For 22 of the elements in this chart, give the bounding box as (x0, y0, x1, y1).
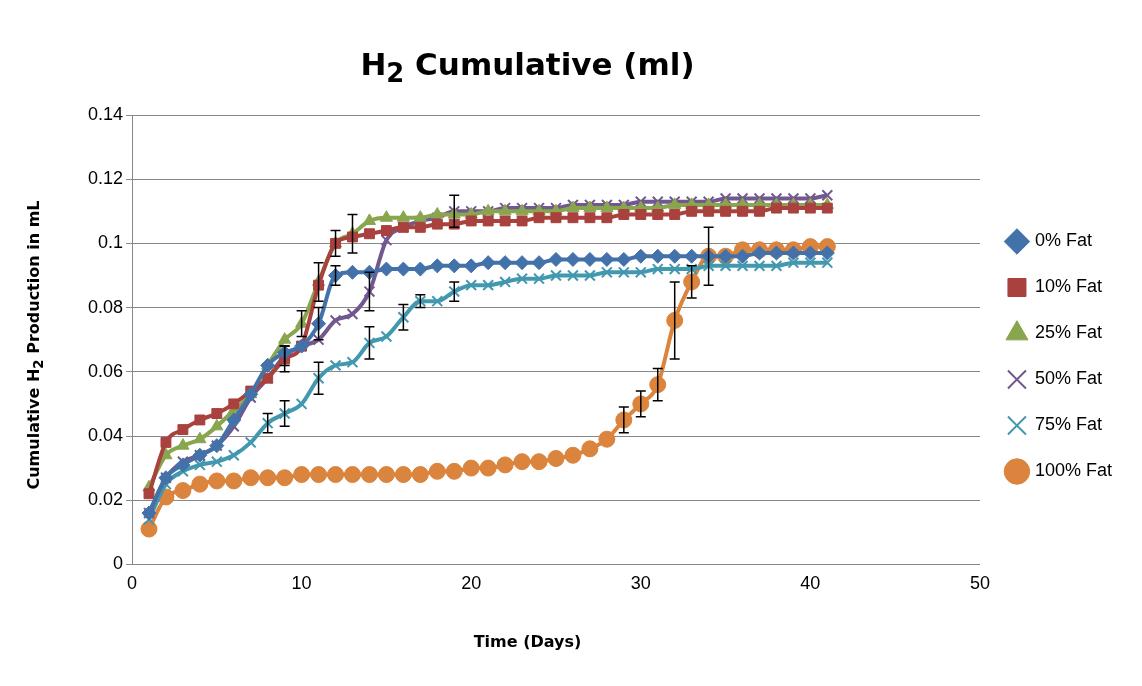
x-tick-label: 30 (630, 573, 651, 594)
y-tick-label: 0 (113, 553, 124, 574)
y-tick-label: 0.04 (87, 424, 124, 445)
x-axis-title: Time (Days) (472, 632, 583, 651)
x-tick-label: 20 (461, 573, 482, 594)
legend-label: 50% Fat (1034, 368, 1102, 389)
legend-label: 10% Fat (1034, 276, 1102, 297)
x-tick-label: 50 (969, 573, 990, 594)
x-tick-label: 40 (800, 573, 821, 594)
legend-label: 0% Fat (1034, 230, 1092, 251)
legend-label: 25% Fat (1034, 322, 1102, 343)
legend-label: 100% Fat (1034, 460, 1112, 481)
y-tick-label: 0.08 (87, 296, 124, 317)
legend-label: 75% Fat (1034, 414, 1102, 435)
x-tick-label: 0 (127, 573, 138, 594)
y-tick-label: 0.12 (87, 168, 124, 189)
y-tick-label: 0.02 (87, 489, 124, 510)
y-tick-label: 0.06 (87, 360, 124, 381)
x-tick-label: 10 (291, 573, 312, 594)
y-tick-label: 0.1 (98, 232, 124, 253)
chart-title: H$_{2}$ Cumulative (ml) (359, 46, 696, 89)
y-tick-label: 0.14 (87, 103, 124, 124)
